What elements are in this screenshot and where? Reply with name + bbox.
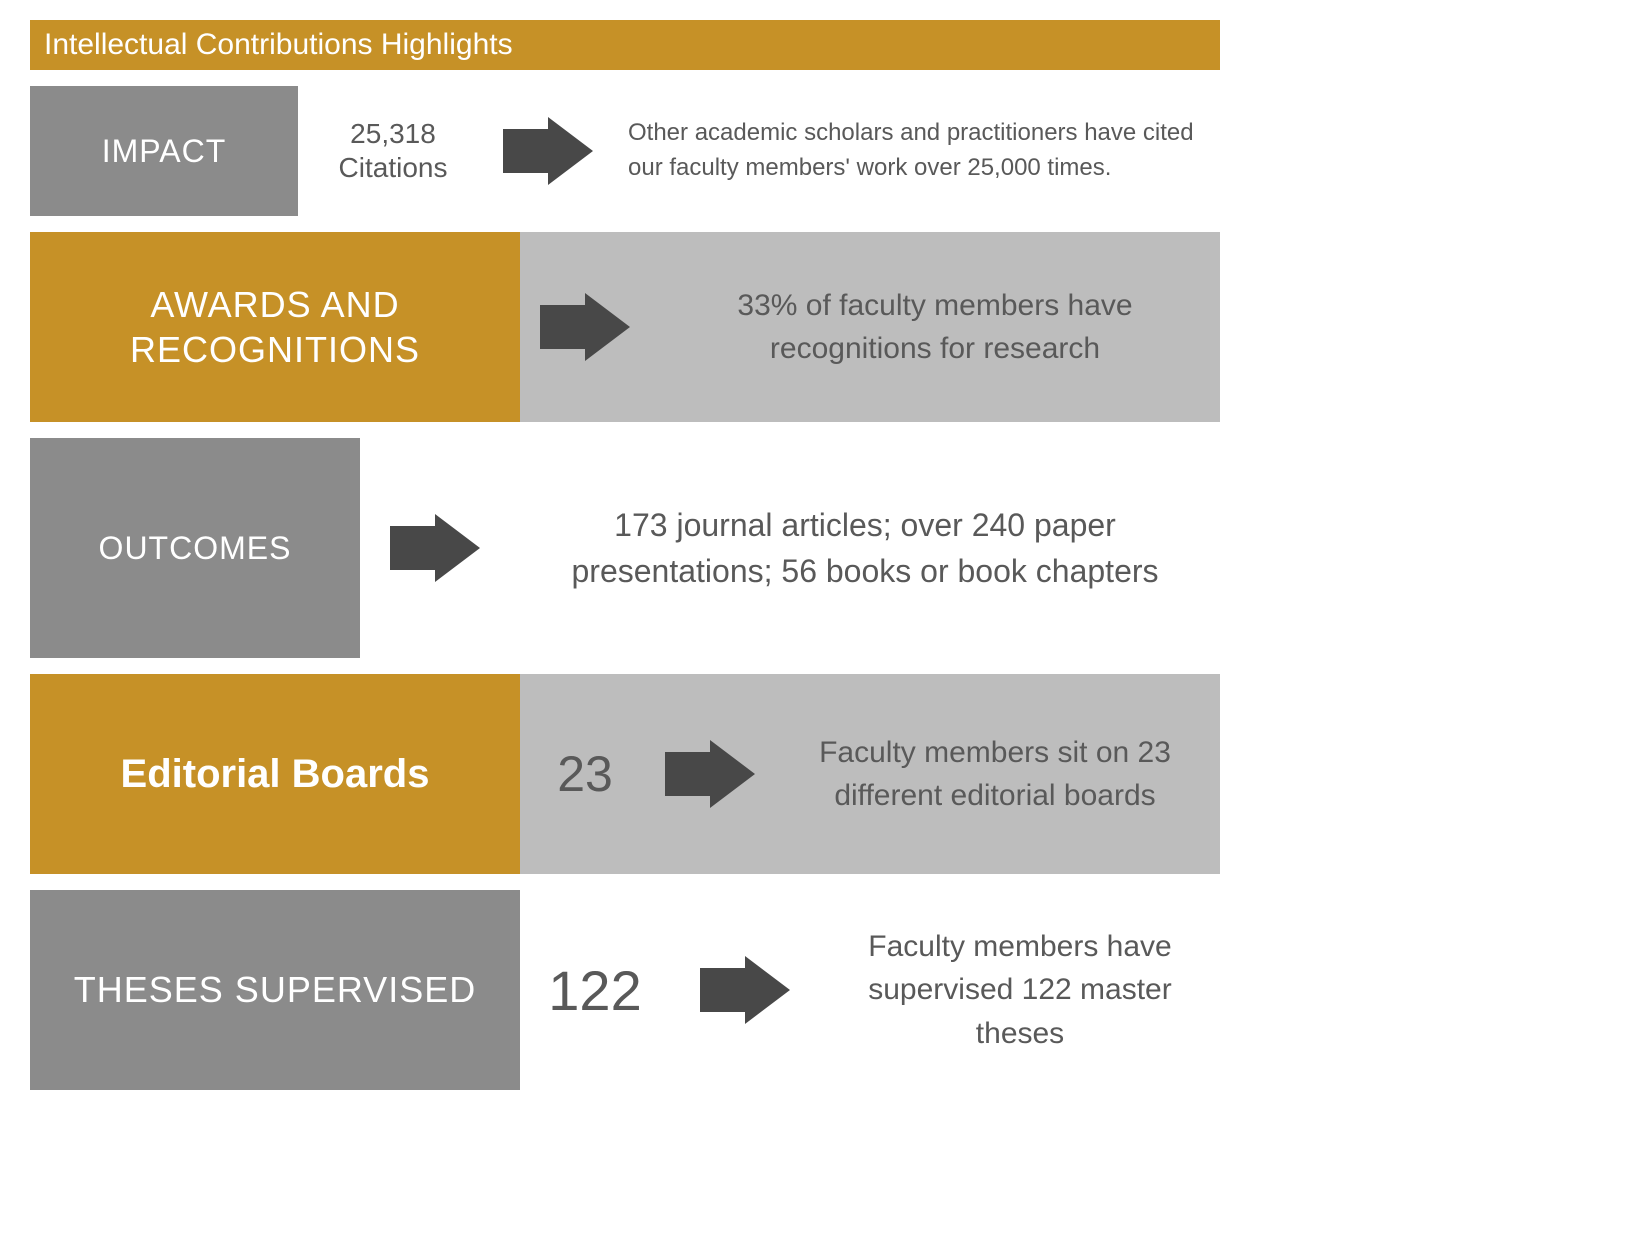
awards-label: AWARDS AND RECOGNITIONS <box>30 232 520 422</box>
row-awards: AWARDS AND RECOGNITIONS 33% of faculty m… <box>30 232 1220 422</box>
theses-description: Faculty members have supervised 122 mast… <box>820 890 1220 1090</box>
editorial-label: Editorial Boards <box>30 674 520 874</box>
arrow-icon <box>520 232 650 422</box>
impact-label: IMPACT <box>30 86 298 216</box>
row-editorial: Editorial Boards 23 Faculty members sit … <box>30 674 1220 874</box>
arrow-icon <box>488 86 608 216</box>
row-impact: IMPACT 25,318 Citations Other academic s… <box>30 86 1220 216</box>
awards-desc-text: 33% of faculty members have recognitions… <box>670 284 1200 371</box>
arrow-icon <box>670 890 820 1090</box>
theses-label: THESES SUPERVISED <box>30 890 520 1090</box>
infographic-container: Intellectual Contributions Highlights IM… <box>0 0 1250 1136</box>
theses-stat: 122 <box>520 890 670 1090</box>
editorial-desc-text: Faculty members sit on 23 different edit… <box>790 731 1200 818</box>
outcomes-label: OUTCOMES <box>30 438 360 658</box>
arrow-icon <box>650 674 770 874</box>
theses-desc-text: Faculty members have supervised 122 mast… <box>840 925 1200 1056</box>
impact-desc-bold: 25,000 times. <box>967 154 1111 181</box>
awards-description: 33% of faculty members have recognitions… <box>650 232 1220 422</box>
header-title: Intellectual Contributions Highlights <box>30 20 1220 70</box>
arrow-icon <box>360 438 510 658</box>
row-theses: THESES SUPERVISED 122 Faculty members ha… <box>30 890 1220 1090</box>
awards-label-text: AWARDS AND RECOGNITIONS <box>30 282 520 372</box>
impact-stat: 25,318 Citations <box>298 86 488 216</box>
editorial-description: Faculty members sit on 23 different edit… <box>770 674 1220 874</box>
row-outcomes: OUTCOMES 173 journal articles; over 240 … <box>30 438 1220 658</box>
outcomes-description: 173 journal articles; over 240 paper pre… <box>510 438 1220 658</box>
impact-description: Other academic scholars and practitioner… <box>608 86 1220 216</box>
impact-stat-number: 25,318 <box>350 118 436 149</box>
outcomes-desc-text: 173 journal articles; over 240 paper pre… <box>530 502 1200 595</box>
editorial-stat: 23 <box>520 674 650 874</box>
impact-stat-caption: Citations <box>339 152 448 183</box>
